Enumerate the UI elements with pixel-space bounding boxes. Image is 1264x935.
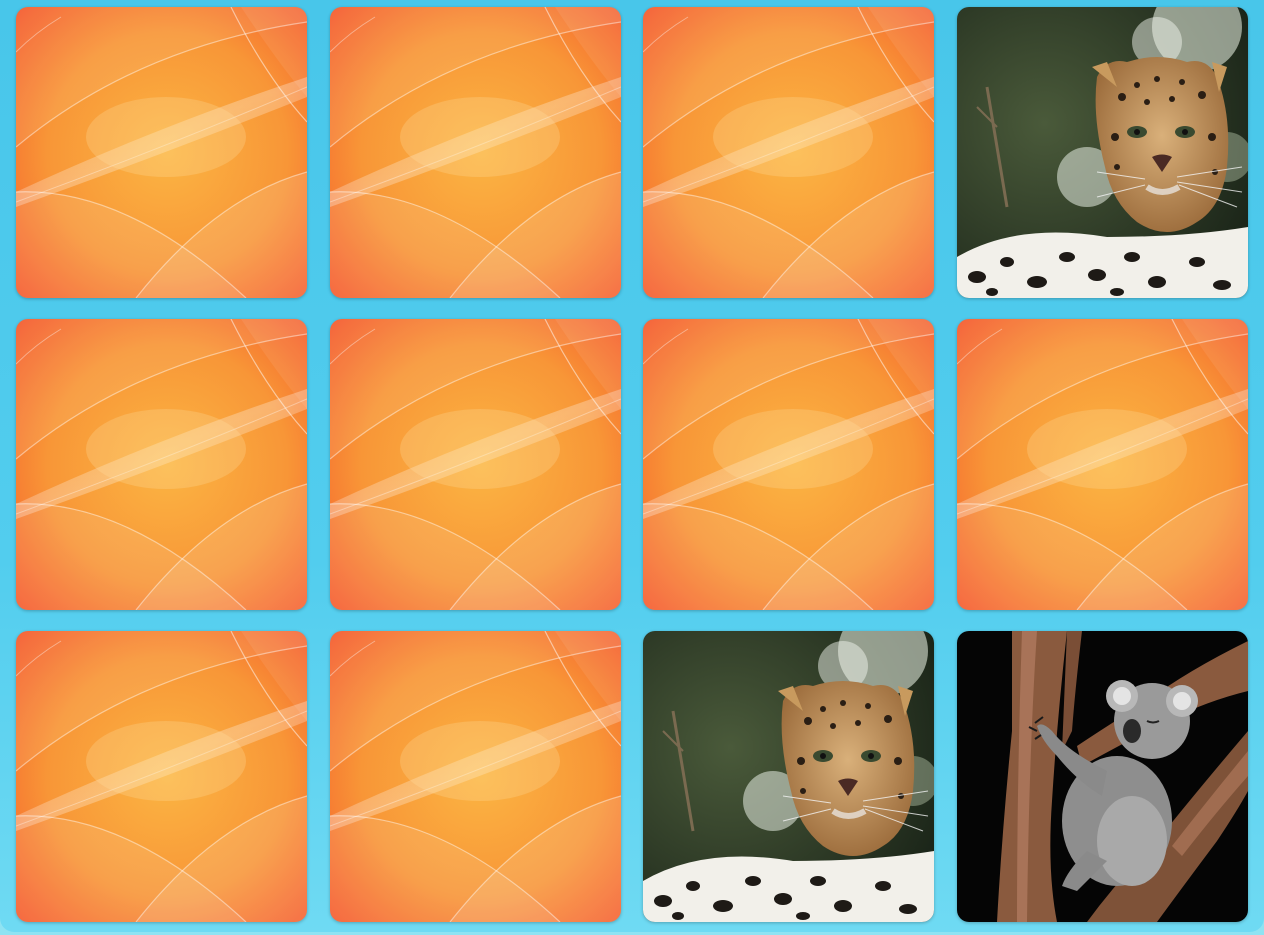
card-face-down[interactable] <box>956 319 1248 610</box>
card-face-down[interactable] <box>329 631 621 922</box>
card-back-pattern-icon <box>329 631 621 922</box>
card-face-down[interactable] <box>16 631 307 922</box>
card-face-down[interactable] <box>16 7 307 298</box>
leopard-icon <box>643 631 934 922</box>
card-grid <box>16 7 1248 922</box>
card-back-pattern-icon <box>329 7 621 298</box>
card-face-down[interactable] <box>16 319 307 610</box>
card-back-pattern-icon <box>643 7 934 298</box>
card-back-pattern-icon <box>643 319 934 610</box>
koala-icon <box>956 631 1248 922</box>
card-back-pattern-icon <box>16 631 307 922</box>
leopard-icon <box>956 7 1248 298</box>
card-back-pattern-icon <box>16 319 307 610</box>
card-face-down[interactable] <box>643 319 934 610</box>
card-face-down[interactable] <box>329 319 621 610</box>
card-face-up-leopard[interactable] <box>643 631 934 922</box>
card-face-up-koala[interactable] <box>956 631 1248 922</box>
card-back-pattern-icon <box>16 7 307 298</box>
card-face-down[interactable] <box>643 7 934 298</box>
card-back-pattern-icon <box>956 319 1248 610</box>
card-back-pattern-icon <box>329 319 621 610</box>
card-face-up-leopard[interactable] <box>956 7 1248 298</box>
card-face-down[interactable] <box>329 7 621 298</box>
